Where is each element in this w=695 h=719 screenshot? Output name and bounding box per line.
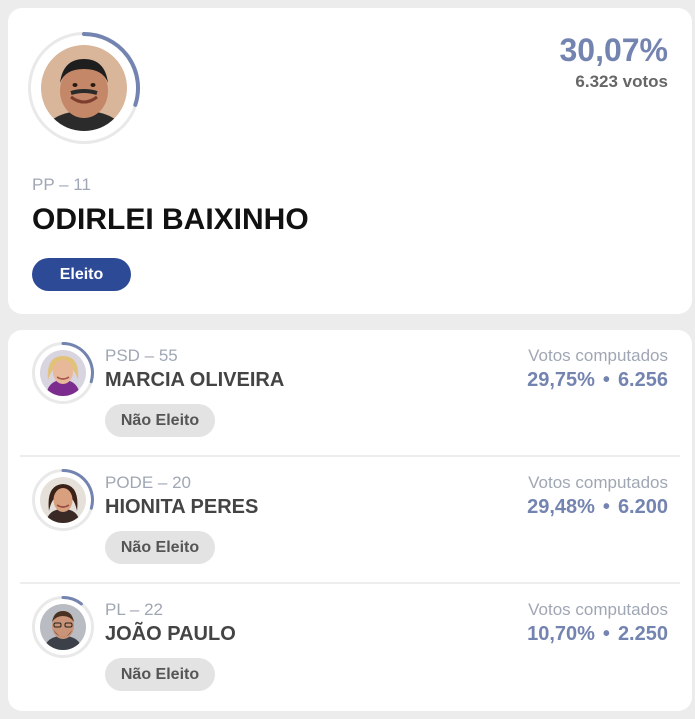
progress-arc xyxy=(82,32,140,107)
candidate-progress-ring xyxy=(61,469,94,510)
candidate-name: JOÃO PAULO xyxy=(105,623,236,645)
status-badge-not-elected: Não Eleito xyxy=(105,531,215,564)
status-badge-not-elected: Não Eleito xyxy=(105,658,215,691)
winner-photo xyxy=(41,45,127,131)
candidate-avatar xyxy=(32,469,94,531)
votes-label: Votos computados xyxy=(528,473,668,492)
winner-avatar xyxy=(28,32,140,144)
votes-label: Votos computados xyxy=(528,600,668,619)
progress-arc xyxy=(61,596,83,606)
winner-votes: 6.323 votos xyxy=(575,72,668,91)
candidate-row: PSD – 55 MARCIA OLIVEIRA Não Eleito Voto… xyxy=(8,330,692,457)
winner-percentage: 30,07% xyxy=(559,32,668,68)
votes-label: Votos computados xyxy=(528,346,668,365)
row-divider xyxy=(20,582,680,584)
separator-dot: • xyxy=(602,496,610,518)
candidate-photo xyxy=(40,604,86,650)
candidate-percentage: 10,70% xyxy=(527,623,595,645)
candidate-name: MARCIA OLIVEIRA xyxy=(105,369,285,391)
row-divider xyxy=(20,455,680,457)
winner-name: ODIRLEI BAIXINHO xyxy=(32,203,309,236)
candidate-percentage: 29,75% xyxy=(527,369,595,391)
candidate-progress-ring xyxy=(61,342,94,384)
votes-summary: 29,75% • 6.256 xyxy=(527,369,668,392)
candidate-row: PODE – 20 HIONITA PERES Não Eleito Votos… xyxy=(8,457,692,584)
others-card: PSD – 55 MARCIA OLIVEIRA Não Eleito Voto… xyxy=(8,330,692,711)
candidate-party: PSD – 55 xyxy=(105,346,178,365)
candidate-name: HIONITA PERES xyxy=(105,496,259,518)
winner-progress-ring xyxy=(82,32,140,107)
votes-summary: 29,48% • 6.200 xyxy=(527,496,668,519)
candidate-avatar xyxy=(32,596,94,658)
separator-dot: • xyxy=(602,369,610,391)
candidate-percentage: 29,48% xyxy=(527,496,595,518)
candidate-votes: 6.200 xyxy=(617,496,668,518)
winner-party: PP – 11 xyxy=(32,175,91,194)
candidate-row: PL – 22 JOÃO PAULO Não Eleito Votos comp… xyxy=(8,584,692,711)
progress-arc xyxy=(61,342,94,384)
candidate-votes: 6.256 xyxy=(617,369,668,391)
candidate-votes: 2.250 xyxy=(617,623,668,645)
candidate-avatar xyxy=(32,342,94,404)
candidate-progress-ring xyxy=(61,596,83,606)
candidate-photo xyxy=(40,350,86,396)
candidate-party: PODE – 20 xyxy=(105,473,191,492)
status-badge-elected: Eleito xyxy=(32,258,131,291)
separator-dot: • xyxy=(602,623,610,645)
winner-card: 30,07% 6.323 votos PP – 11 ODIRLEI BAIXI… xyxy=(8,8,692,314)
progress-arc xyxy=(61,469,94,510)
status-badge-not-elected: Não Eleito xyxy=(105,404,215,437)
votes-summary: 10,70% • 2.250 xyxy=(527,623,668,646)
candidate-party: PL – 22 xyxy=(105,600,163,619)
candidate-photo xyxy=(40,477,86,523)
